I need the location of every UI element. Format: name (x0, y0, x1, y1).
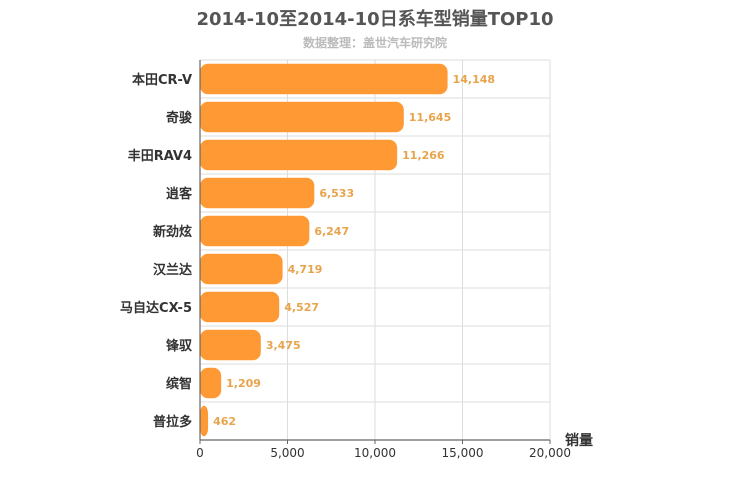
bar (200, 291, 280, 323)
bar (200, 253, 283, 285)
data-label: 462 (213, 415, 236, 428)
y-tick-label: 汉兰达 (153, 262, 192, 278)
y-tick-label: 马自达CX-5 (120, 300, 192, 316)
x-tick-label: 10,000 (354, 446, 396, 460)
bar (200, 177, 315, 209)
y-tick-label: 丰田RAV4 (128, 148, 192, 164)
bar (200, 329, 261, 361)
data-label: 3,475 (266, 339, 301, 352)
y-tick-label: 新劲炫 (153, 224, 192, 240)
x-tick-label: 5,000 (270, 446, 304, 460)
bar (200, 101, 404, 133)
bar (200, 405, 209, 437)
data-label: 6,533 (319, 187, 354, 200)
y-tick-label: 逍客 (166, 186, 193, 202)
x-tick-label: 0 (196, 446, 204, 460)
data-label: 1,209 (226, 377, 261, 390)
data-label: 4,527 (284, 301, 319, 314)
data-label: 4,719 (288, 263, 323, 276)
bar (200, 367, 222, 399)
bar (200, 215, 310, 247)
y-tick-label: 缤智 (166, 376, 192, 392)
bar (200, 63, 448, 95)
bar (200, 139, 398, 171)
y-tick-label: 普拉多 (153, 414, 192, 430)
data-label: 6,247 (314, 225, 349, 238)
x-axis-title: 销量 (565, 432, 593, 449)
data-label: 11,645 (409, 111, 451, 124)
chart-title: 2014-10至2014-10日系车型销量TOP10 (196, 9, 554, 30)
data-label: 11,266 (402, 149, 445, 162)
x-tick-label: 20,000 (529, 446, 571, 460)
chart-subtitle: 数据整理：盖世汽车研究院 (302, 36, 447, 50)
data-label: 14,148 (453, 73, 495, 86)
y-tick-label: 锋驭 (166, 338, 193, 354)
y-tick-label: 奇骏 (166, 110, 193, 126)
x-tick-label: 15,000 (442, 446, 484, 460)
y-tick-label: 本田CR-V (132, 72, 192, 88)
